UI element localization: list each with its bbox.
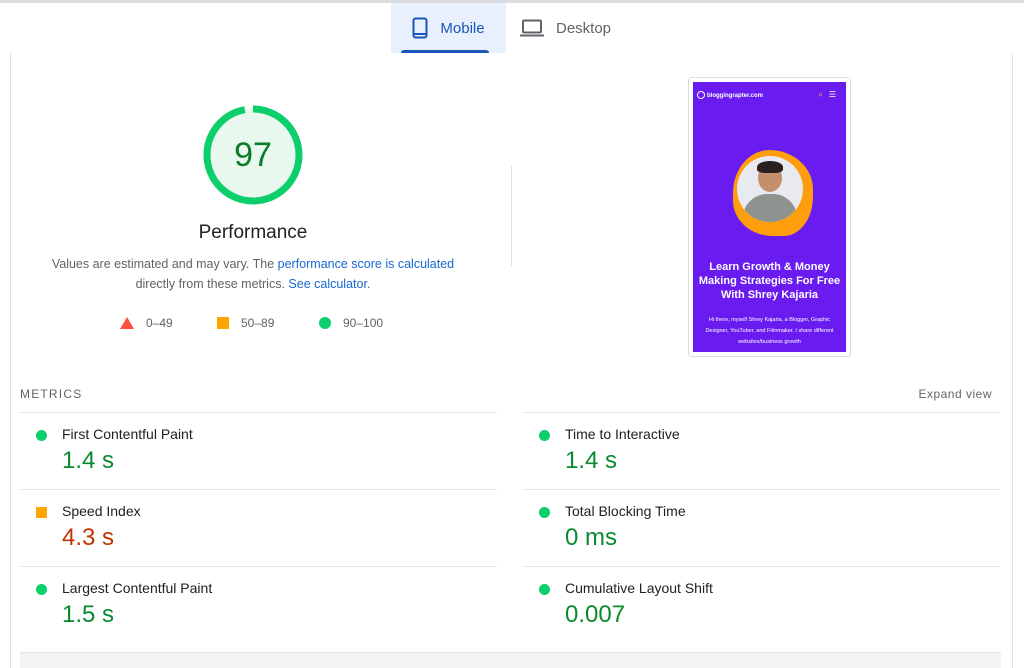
hero-headline: Learn Growth & Money Making Strategies F… [698, 261, 841, 301]
score-legend: 0–49 50–89 90–100 [0, 316, 506, 334]
metric-name: Speed Index [62, 503, 141, 519]
page-screenshot-thumbnail: bloggingrapter.com ⌕ ☰ Learn Growth & Mon… [688, 77, 851, 357]
metric-cumulative-layout-shift: Cumulative Layout Shift 0.007 [523, 566, 1000, 643]
metric-value: 4.3 s [62, 524, 115, 551]
pass-indicator-icon [539, 507, 550, 518]
performance-description: Values are estimated and may vary. The p… [40, 254, 466, 294]
top-border [0, 0, 1024, 3]
red-triangle-icon [120, 317, 134, 329]
see-calculator-link[interactable]: See calculator [288, 277, 367, 291]
desc-text-2: directly from these metrics. [135, 277, 289, 291]
legend-pass: 90–100 [319, 316, 383, 330]
legend-pass-label: 90–100 [343, 316, 384, 330]
site-header-icons: ⌕ ☰ [818, 90, 836, 100]
legend-average-label: 50–89 [241, 316, 275, 330]
metric-value: 0 ms [565, 524, 618, 551]
average-indicator-icon [36, 507, 47, 518]
expand-view-button[interactable]: Expand view [918, 387, 992, 401]
portrait-hair [757, 161, 783, 173]
tab-mobile-label: Mobile [440, 19, 485, 37]
metric-largest-contentful-paint: Largest Contentful Paint 1.5 s [20, 566, 497, 643]
performance-gauge [203, 105, 303, 205]
metric-total-blocking-time: Total Blocking Time 0 ms [523, 489, 1000, 566]
metric-name: Cumulative Layout Shift [565, 580, 713, 596]
tab-desktop-label: Desktop [556, 19, 612, 37]
portrait-body [743, 194, 797, 222]
pass-indicator-icon [36, 430, 47, 441]
tab-desktop[interactable]: Desktop [520, 3, 630, 53]
site-logo-icon [697, 91, 705, 99]
metric-value: 1.4 s [62, 447, 115, 474]
performance-score: 97 [234, 136, 272, 174]
search-icon: ⌕ [818, 90, 823, 99]
tab-mobile[interactable]: Mobile [391, 3, 506, 53]
performance-score-link[interactable]: performance score is calculated [277, 257, 455, 271]
site-name: bloggingrapter.com [707, 93, 764, 99]
laptop-icon [520, 19, 544, 37]
metric-value: 1.5 s [62, 601, 115, 628]
metric-name: First Contentful Paint [62, 426, 193, 442]
legend-fail-label: 0–49 [146, 316, 173, 330]
metric-name: Total Blocking Time [565, 503, 686, 519]
metrics-heading: METRICS [20, 387, 83, 401]
green-circle-icon [319, 317, 331, 329]
smartphone-icon [412, 17, 428, 39]
active-tab-indicator [401, 50, 489, 53]
pass-indicator-icon [539, 430, 550, 441]
hero-portrait [737, 156, 803, 222]
orange-square-icon [217, 317, 229, 329]
metric-value: 0.007 [565, 601, 626, 628]
metric-value: 1.4 s [565, 447, 618, 474]
hamburger-menu-icon: ☰ [828, 90, 836, 99]
metric-time-to-interactive: Time to Interactive 1.4 s [523, 412, 1000, 489]
device-tabs: Mobile Desktop [0, 3, 1024, 53]
metric-name: Largest Contentful Paint [62, 580, 213, 596]
pass-indicator-icon [36, 584, 47, 595]
report-card [10, 53, 1013, 668]
desc-text-3: . [366, 277, 371, 291]
hero-body-text: Hi there, myself Shrey Kajaria, a Blogge… [705, 317, 834, 345]
metric-first-contentful-paint: First Contentful Paint 1.4 s [20, 412, 497, 489]
section-divider [511, 166, 512, 266]
performance-title: Performance [198, 222, 308, 243]
pass-indicator-icon [539, 584, 550, 595]
metric-speed-index: Speed Index 4.3 s [20, 489, 497, 566]
metric-name: Time to Interactive [565, 426, 680, 442]
bottom-info-bar [20, 652, 1001, 668]
desc-text-1: Values are estimated and may vary. The [51, 257, 278, 271]
legend-average: 50–89 [217, 316, 274, 330]
legend-fail: 0–49 [120, 316, 173, 330]
screenshot-screen: bloggingrapter.com ⌕ ☰ Learn Growth & Mon… [693, 82, 846, 352]
